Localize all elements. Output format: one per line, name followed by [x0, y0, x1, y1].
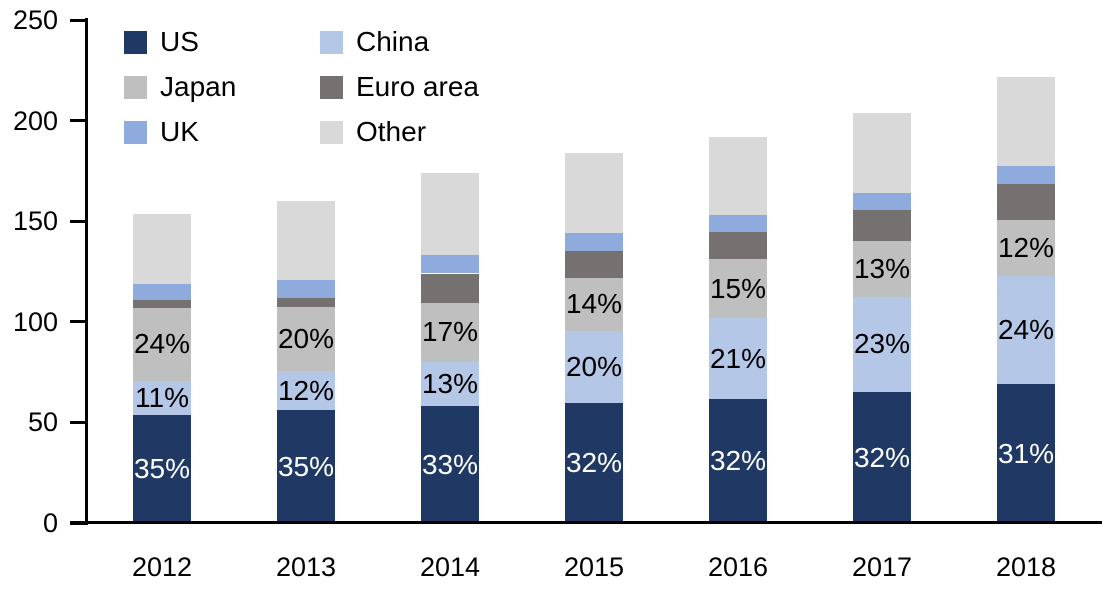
- bar-segment-uk: [853, 193, 911, 211]
- bar-segment-japan: [565, 277, 623, 331]
- legend-item-uk: UK: [124, 118, 199, 146]
- legend-label-euro-area: Euro area: [356, 71, 479, 102]
- y-tick-mark: [70, 420, 88, 424]
- bar-segment-uk: [421, 255, 479, 274]
- legend-label-us: US: [160, 26, 199, 57]
- x-tick-label: 2012: [131, 552, 193, 582]
- bar-segment-uk: [133, 283, 191, 300]
- bar-segment-euro-area: [709, 232, 767, 260]
- bar-2017: [853, 0, 911, 523]
- bar-segment-japan: [997, 220, 1055, 276]
- bar-segment-us: [709, 399, 767, 523]
- x-axis-line: [70, 520, 1102, 524]
- bar-segment-china: [997, 275, 1055, 385]
- bar-segment-euro-area: [421, 273, 479, 303]
- bar-segment-us: [997, 384, 1055, 523]
- bar-2013: [277, 0, 335, 523]
- bar-segment-china: [133, 381, 191, 416]
- bar-segment-other: [853, 112, 911, 194]
- bar-segment-japan: [421, 302, 479, 363]
- bar-segment-china: [277, 371, 335, 411]
- bar-segment-china: [853, 296, 911, 393]
- legend-swatch-china: [320, 30, 343, 54]
- bar-segment-euro-area: [853, 210, 911, 242]
- bar-2018: [997, 0, 1055, 523]
- y-tick-label: 0: [42, 508, 58, 538]
- x-tick-label: 2017: [851, 552, 913, 582]
- bar-segment-euro-area: [133, 299, 191, 308]
- legend-swatch-uk: [124, 120, 147, 144]
- bar-segment-uk: [709, 215, 767, 233]
- bar-segment-other: [133, 214, 191, 284]
- x-tick-label: 2018: [995, 552, 1057, 582]
- y-tick-label: 150: [12, 206, 58, 237]
- bar-segment-china: [421, 362, 479, 407]
- bar-segment-japan: [133, 307, 191, 382]
- y-tick-label: 200: [12, 105, 58, 136]
- x-tick-label: 2015: [563, 552, 625, 582]
- legend-swatch-japan: [124, 75, 147, 99]
- bar-segment-other: [565, 152, 623, 234]
- y-tick-mark: [70, 119, 88, 123]
- y-axis-line: [85, 18, 88, 524]
- legend-item-us: US: [124, 28, 199, 56]
- bar-segment-uk: [565, 233, 623, 252]
- y-tick-mark: [70, 219, 88, 223]
- y-tick-label: 50: [27, 407, 58, 438]
- bar-segment-us: [421, 406, 479, 523]
- bar-segment-other: [277, 201, 335, 280]
- legend-item-japan: Japan: [124, 73, 236, 101]
- y-tick-label: 250: [12, 5, 58, 35]
- bar-segment-euro-area: [997, 183, 1055, 221]
- bar-segment-other: [421, 172, 479, 256]
- legend-item-china: China: [320, 28, 429, 56]
- bar-segment-japan: [277, 306, 335, 372]
- bar-segment-us: [277, 410, 335, 523]
- bar-segment-japan: [853, 241, 911, 297]
- x-tick-label: 2013: [275, 552, 337, 582]
- bar-2014: [421, 0, 479, 523]
- bar-segment-china: [565, 330, 623, 404]
- bar-segment-us: [565, 403, 623, 523]
- bar-segment-japan: [709, 259, 767, 318]
- legend-swatch-euro-area: [320, 75, 343, 99]
- legend-label-uk: UK: [160, 116, 199, 147]
- bar-segment-china: [709, 317, 767, 400]
- legend-item-other: Other: [320, 118, 426, 146]
- bar-segment-us: [853, 392, 911, 523]
- bar-segment-uk: [997, 165, 1055, 184]
- bar-segment-other: [709, 136, 767, 216]
- bar-segment-euro-area: [565, 251, 623, 278]
- x-tick-label: 2016: [707, 552, 769, 582]
- legend-swatch-us: [124, 30, 147, 54]
- y-tick-label: 100: [12, 306, 58, 337]
- bar-2012: [133, 0, 191, 523]
- bar-segment-uk: [277, 279, 335, 298]
- bar-segment-other: [997, 77, 1055, 166]
- bar-segment-us: [133, 415, 191, 523]
- legend-label-china: China: [356, 26, 430, 57]
- x-tick-label: 2014: [419, 552, 481, 582]
- legend-item-euro-area: Euro area: [320, 73, 479, 101]
- y-tick-mark: [70, 320, 88, 324]
- legend-label-japan: Japan: [160, 71, 237, 102]
- legend-swatch-other: [320, 120, 343, 144]
- bar-2015: [565, 0, 623, 523]
- y-tick-mark: [70, 18, 88, 22]
- bar-segment-euro-area: [277, 297, 335, 307]
- legend-label-other: Other: [356, 116, 427, 147]
- bar-2016: [709, 0, 767, 523]
